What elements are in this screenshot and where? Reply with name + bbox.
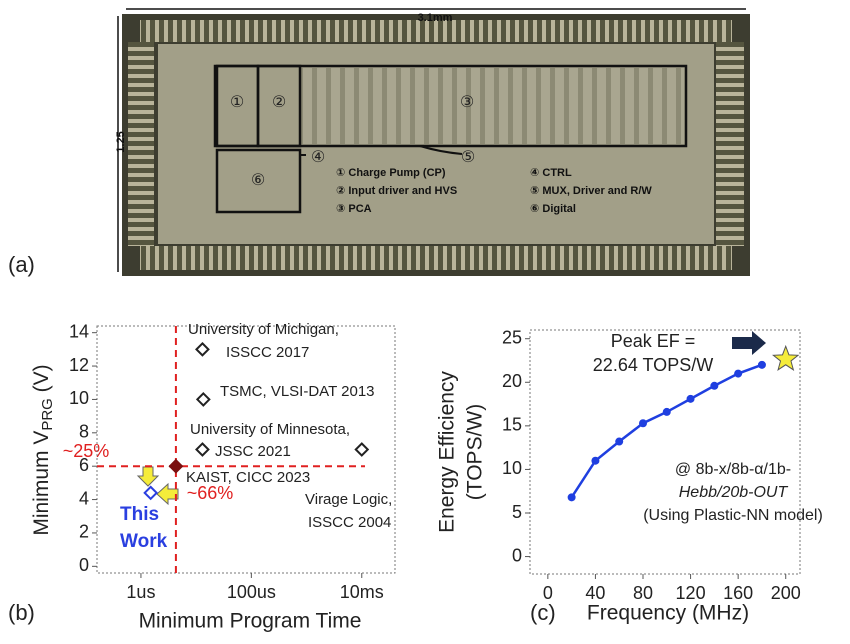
data-point bbox=[710, 381, 719, 390]
x-tick-label: 100us bbox=[227, 582, 276, 602]
data-point bbox=[195, 341, 210, 357]
pointer bbox=[419, 145, 463, 155]
x-tick-label: 10ms bbox=[340, 582, 384, 602]
block-label: ③ bbox=[460, 94, 474, 111]
y-tick-label: 15 bbox=[502, 415, 522, 435]
point-label: Virage Logic, bbox=[305, 491, 392, 508]
point-label: JSSC 2021 bbox=[215, 443, 291, 460]
y-tick-label: 2 bbox=[79, 522, 89, 542]
point-label: Work bbox=[120, 531, 168, 552]
y-axis-label-sub: PRG bbox=[39, 398, 56, 431]
x-tick-label: 0 bbox=[543, 583, 553, 603]
array-region bbox=[300, 68, 684, 144]
point-label: University of Minnesota, bbox=[190, 421, 350, 438]
data-point bbox=[686, 394, 695, 403]
panel-label: (a) bbox=[8, 252, 35, 277]
y-axis-label-part: (V) bbox=[30, 364, 53, 398]
block-outline bbox=[215, 148, 302, 214]
block-outline bbox=[256, 64, 302, 148]
arrow bbox=[156, 482, 179, 506]
block-label: ① bbox=[230, 94, 244, 111]
y-tick-label: 10 bbox=[69, 388, 89, 408]
pad-column bbox=[128, 42, 154, 246]
data-point bbox=[734, 369, 743, 378]
y-tick-label: 0 bbox=[512, 545, 522, 565]
y-axis-label-part: Minimum V bbox=[30, 431, 53, 536]
data-point bbox=[195, 442, 210, 457]
x-tick-label: 120 bbox=[676, 583, 706, 603]
panel-label: (b) bbox=[8, 600, 35, 625]
legend-entry: ④ CTRL bbox=[530, 167, 572, 179]
data-point bbox=[591, 456, 600, 465]
y-tick-label: 10 bbox=[502, 458, 522, 478]
data-point bbox=[168, 458, 184, 474]
panel-label: (c) bbox=[530, 600, 556, 625]
arrow bbox=[732, 331, 766, 355]
y-tick-label: 0 bbox=[79, 555, 89, 575]
legend-entry: ③ PCA bbox=[336, 203, 372, 215]
block-outline bbox=[213, 64, 688, 148]
y-axis-label: Minimum VPRG (V) bbox=[30, 364, 56, 535]
y-tick-label: 14 bbox=[69, 321, 89, 341]
pad-row bbox=[140, 20, 732, 42]
block-label: ② bbox=[272, 94, 286, 111]
block-label: ⑤ bbox=[461, 149, 475, 166]
y-tick-label: 6 bbox=[79, 455, 89, 475]
annotation: ~66% bbox=[187, 483, 234, 503]
annotation: 22.64 TOPS/W bbox=[593, 355, 713, 375]
annotation: ~25% bbox=[63, 441, 110, 461]
data-point bbox=[662, 407, 671, 416]
y-axis-label: Energy Efficiency bbox=[436, 371, 459, 533]
y-tick-label: 25 bbox=[502, 327, 522, 347]
point-label: TSMC, VLSI-DAT 2013 bbox=[220, 383, 375, 400]
legend-entry: ① Charge Pump (CP) bbox=[336, 167, 446, 179]
block-label: ④ bbox=[311, 149, 325, 166]
annotation: Peak EF = bbox=[611, 331, 696, 351]
annotation: Hebb/20b-OUT bbox=[679, 484, 789, 501]
y-axis-label: (TOPS/W) bbox=[464, 404, 487, 500]
point-label: ISSCC 2017 bbox=[226, 344, 309, 361]
legend-entry: ⑤ MUX, Driver and R/W bbox=[530, 185, 652, 197]
y-tick-label: 8 bbox=[79, 422, 89, 442]
arrow bbox=[136, 466, 160, 487]
y-tick-label: 20 bbox=[502, 371, 522, 391]
x-axis-label: Frequency (MHz) bbox=[587, 602, 749, 625]
data-point bbox=[143, 485, 159, 501]
y-tick-label: 12 bbox=[69, 355, 89, 375]
data-point bbox=[615, 437, 624, 446]
data-point bbox=[195, 392, 211, 407]
block-label: ⑥ bbox=[251, 172, 265, 189]
x-tick-label: 160 bbox=[723, 583, 753, 603]
width-label: 3.1mm bbox=[418, 12, 453, 24]
x-axis-label: Minimum Program Time bbox=[139, 610, 362, 633]
x-tick-label: 40 bbox=[585, 583, 605, 603]
x-tick-label: 80 bbox=[633, 583, 653, 603]
legend-entry: ② Input driver and HVS bbox=[336, 185, 457, 197]
y-tick-label: 5 bbox=[512, 502, 522, 522]
x-tick-label: 1us bbox=[126, 582, 155, 602]
data-point bbox=[567, 493, 576, 502]
data-point bbox=[757, 360, 766, 369]
height-label: 1.25 bbox=[115, 131, 127, 152]
plot-frame bbox=[529, 329, 801, 575]
point-label: University of Michigan, bbox=[188, 321, 339, 338]
data-point bbox=[354, 442, 370, 457]
pad-column bbox=[716, 42, 744, 246]
point-label: KAIST, CICC 2023 bbox=[186, 469, 310, 486]
point-label: ISSCC 2004 bbox=[308, 514, 391, 531]
legend-entry: ⑥ Digital bbox=[530, 203, 576, 215]
die-photo: 3.1mm 1.25 ① ② ③ ④ ⑤ ⑥ ① Charge Pump (CP… bbox=[8, 8, 750, 277]
x-tick-label: 200 bbox=[771, 583, 801, 603]
data-point bbox=[638, 419, 647, 428]
annotation: (Using Plastic-NN model) bbox=[643, 507, 823, 524]
pad-row bbox=[140, 246, 732, 270]
point-label: This bbox=[120, 504, 159, 525]
annotation: @ 8b-x/8b-α/1b- bbox=[675, 461, 791, 478]
peak-star bbox=[772, 344, 800, 371]
plot-frame bbox=[96, 325, 396, 574]
y-tick-label: 4 bbox=[79, 488, 89, 508]
